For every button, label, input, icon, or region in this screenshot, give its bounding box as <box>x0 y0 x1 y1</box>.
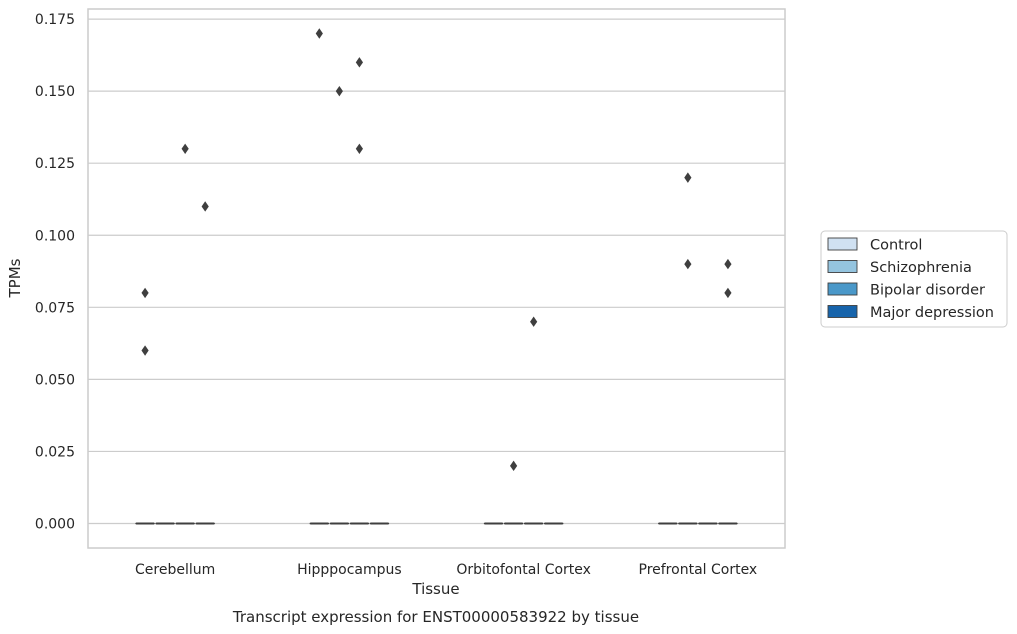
y-axis-label: TPMs <box>6 258 24 298</box>
outlier-point <box>335 85 343 97</box>
y-tick-label: 0.150 <box>35 84 75 100</box>
legend-swatch <box>827 260 858 273</box>
x-tick-label: Hipppocampus <box>297 562 402 578</box>
y-tick-label: 0.100 <box>35 228 75 244</box>
plot-background <box>88 9 785 548</box>
outlier-point <box>355 57 363 68</box>
outlier-point <box>315 28 323 39</box>
legend-label: Bipolar disorder <box>870 283 985 299</box>
y-tick-label: 0.075 <box>35 300 75 316</box>
legend-swatch <box>827 237 858 251</box>
legend-label: Schizophrenia <box>870 260 972 276</box>
x-tick-label: Orbitofontal Cortex <box>456 562 591 578</box>
outlier-point <box>510 460 518 472</box>
outlier-point <box>141 287 149 299</box>
y-tick-label: 0.175 <box>35 12 75 28</box>
legend-swatch <box>827 282 858 296</box>
legend-frame <box>820 230 1008 328</box>
legend-label: Control <box>870 238 922 254</box>
y-tick-label: 0.000 <box>35 517 75 533</box>
outlier-point <box>530 316 538 327</box>
outlier-point <box>201 201 209 212</box>
plot-frame <box>87 8 786 549</box>
outlier-point <box>355 143 363 154</box>
outlier-point <box>724 287 732 299</box>
y-ticks: 0.000 0.025 0.050 0.075 0.100 0.125 0.150 0.175 <box>35 12 75 532</box>
x-tick-label: Cerebellum <box>135 562 215 578</box>
y-tick-label: 0.050 <box>35 372 75 388</box>
x-tick-label: Prefrontal Cortex <box>639 562 758 578</box>
outlier-point <box>141 345 149 356</box>
legend: Control Schizophrenia Bipolar disorder Majo… <box>820 230 1008 328</box>
x-ticks: Cerebellum Hipppocampus Orbitofontal Corte… <box>135 562 757 578</box>
y-tick-label: 0.025 <box>35 444 75 460</box>
outlier-point <box>181 143 189 154</box>
y-tick-label: 0.125 <box>35 156 75 172</box>
outlier-point <box>724 258 732 270</box>
grid <box>88 18 785 525</box>
chart-title: Transcript expression for ENST0000058392… <box>232 608 639 626</box>
outlier-point <box>684 258 692 270</box>
outlier-point <box>684 172 692 183</box>
legend-label: Major depression <box>870 305 994 321</box>
legend-swatch <box>827 305 858 318</box>
x-axis-label: Tissue <box>411 580 459 598</box>
outlier-points <box>141 28 732 472</box>
